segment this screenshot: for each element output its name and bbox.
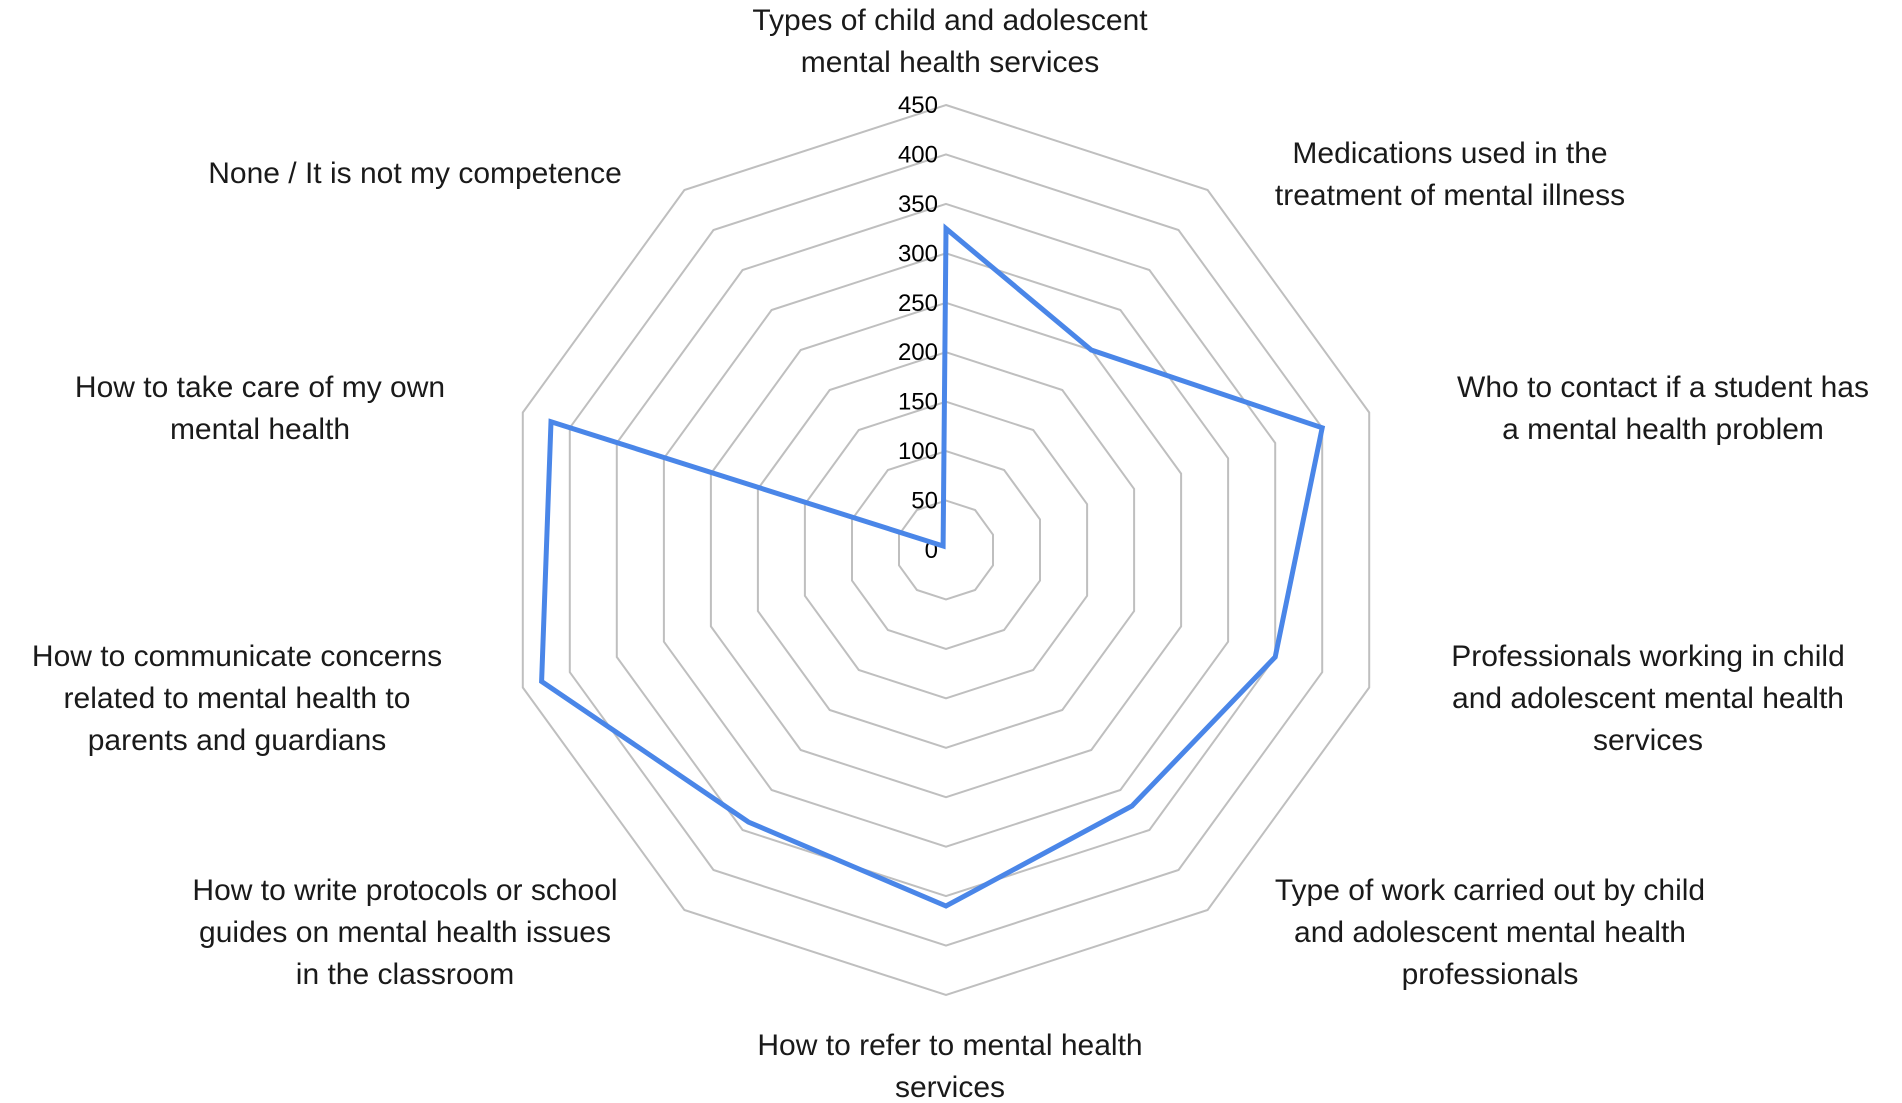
category-label-line: Types of child and adolescent [752, 4, 1148, 37]
category-label-line: How to communicate concerns [32, 640, 442, 673]
tick-label-350: 350 [898, 191, 938, 218]
grid-ring-200 [756, 351, 1136, 749]
category-label-line: Professionals working in child [1451, 640, 1845, 673]
category-label-line: mental health services [801, 46, 1099, 79]
grid-ring-150 [803, 400, 1089, 700]
category-label-4: Type of work carried out by child and ado… [1275, 874, 1705, 991]
category-label-line: services [1593, 724, 1703, 757]
category-label-0: Types of child and adolescent mental heal… [752, 4, 1148, 79]
tick-label-300: 300 [898, 240, 938, 267]
category-label-2: Who to contact if a student has a mental … [1457, 371, 1869, 446]
category-label-line: and adolescent mental health [1294, 916, 1686, 949]
category-label-5: How to refer to mental health services [757, 1029, 1142, 1103]
series-layer [539, 223, 1326, 909]
category-label-line: None / It is not my competence [208, 157, 622, 190]
grid-ring-400 [568, 153, 1324, 947]
tick-label-200: 200 [898, 339, 938, 366]
category-label-line: in the classroom [296, 958, 514, 991]
category-label-3: Professionals working in child and adoles… [1451, 640, 1845, 757]
tick-label-150: 150 [898, 389, 938, 416]
grid-ring-250 [709, 301, 1183, 799]
category-label-line: professionals [1402, 958, 1579, 991]
category-label-8: How to take care of my own mental health [75, 371, 445, 446]
category-label-layer: Types of child and adolescent mental heal… [32, 4, 1869, 1103]
category-label-line: Who to contact if a student has [1457, 371, 1869, 404]
category-label-line: and adolescent mental health [1452, 682, 1844, 715]
tick-label-250: 250 [898, 290, 938, 317]
tick-label-450: 450 [898, 92, 938, 119]
category-label-line: How to refer to mental health [757, 1029, 1142, 1062]
category-label-1: Medications used in the treatment of ment… [1275, 137, 1625, 212]
category-label-line: related to mental health to [64, 682, 411, 715]
category-label-line: mental health [170, 413, 350, 446]
category-label-line: How to take care of my own [75, 371, 445, 404]
category-label-line: Medications used in the [1292, 137, 1607, 170]
tick-label-50: 50 [911, 488, 938, 515]
grid-ring-50 [898, 499, 994, 601]
category-label-line: Type of work carried out by child [1275, 874, 1705, 907]
category-label-9: None / It is not my competence [208, 157, 622, 190]
category-label-line: How to write protocols or school [192, 874, 617, 907]
grid-ring-100 [851, 450, 1041, 650]
category-label-line: guides on mental health issues [199, 916, 611, 949]
category-label-line: services [895, 1071, 1005, 1103]
grid-ring-300 [662, 252, 1230, 848]
category-label-7: How to communicate concerns related to me… [32, 640, 442, 757]
category-label-line: parents and guardians [88, 724, 387, 757]
category-label-6: How to write protocols or school guides o… [192, 874, 617, 991]
category-label-line: a mental health problem [1502, 413, 1824, 446]
tick-label-400: 400 [898, 141, 938, 168]
grid-ring-350 [615, 202, 1277, 898]
grid-layer [521, 103, 1371, 997]
category-label-line: treatment of mental illness [1275, 179, 1625, 212]
tick-label-100: 100 [898, 438, 938, 465]
grid-ring-450 [521, 103, 1371, 997]
series-line-0 [539, 223, 1326, 909]
